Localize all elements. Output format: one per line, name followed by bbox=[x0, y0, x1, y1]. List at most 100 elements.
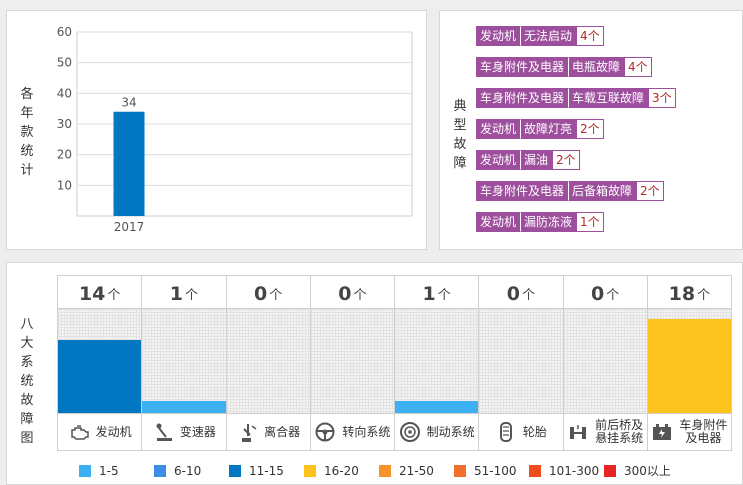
system-column[interactable]: 1 个制动系统 bbox=[395, 276, 480, 450]
system-bar-area bbox=[479, 309, 563, 413]
fault-system-tag: 车身附件及电器 bbox=[476, 181, 569, 201]
systems-chart-title: 八大系统故障图 bbox=[20, 317, 34, 446]
legend-swatch bbox=[379, 464, 391, 477]
steering-wheel-icon bbox=[315, 422, 335, 442]
system-count: 18 bbox=[668, 283, 696, 305]
fault-name-tag: 无法启动 bbox=[520, 26, 577, 46]
system-bar-area bbox=[647, 309, 731, 413]
fault-name-tag: 故障灯亮 bbox=[520, 119, 577, 139]
legend-label: 101-300 bbox=[549, 463, 600, 478]
y-tick-label: 50 bbox=[57, 56, 72, 70]
fault-count: 4个 bbox=[576, 26, 604, 46]
fault-count: 1个 bbox=[576, 212, 604, 232]
system-name: 发动机 bbox=[95, 424, 132, 439]
fault-count: 2个 bbox=[576, 119, 604, 139]
legend-swatch bbox=[154, 464, 166, 477]
year-chart-title: 各年款统计 bbox=[20, 87, 34, 178]
engine-icon bbox=[70, 425, 89, 440]
system-label-cell: 发动机 bbox=[58, 413, 142, 450]
system-count-unit: 个 bbox=[353, 288, 367, 303]
legend-label: 21-50 bbox=[399, 463, 434, 478]
system-count: 0 bbox=[338, 283, 352, 305]
fault-name-tag: 漏防冻液 bbox=[520, 212, 577, 232]
legend-item: 51-100 bbox=[454, 462, 529, 479]
system-name-line: 转向系统 bbox=[342, 424, 391, 439]
system-bar bbox=[395, 401, 479, 413]
system-column[interactable]: 0 个转向系统 bbox=[310, 276, 395, 450]
fault-name-tag: 车载互联故障 bbox=[568, 88, 649, 108]
system-count-unit: 个 bbox=[107, 288, 121, 303]
system-column[interactable]: 14 个发动机 bbox=[58, 276, 143, 450]
system-name: 前后桥及 悬挂系统 bbox=[595, 419, 643, 445]
legend-item: 1-5 bbox=[79, 462, 154, 479]
legend-label: 51-100 bbox=[474, 463, 517, 478]
gear-shift-icon bbox=[156, 423, 172, 441]
legend-label: 1-5 bbox=[99, 463, 119, 478]
fault-item[interactable]: 发动机 漏油 2个 bbox=[476, 150, 580, 170]
tire-icon bbox=[499, 422, 512, 442]
system-column[interactable]: 0 个离合器 bbox=[226, 276, 311, 450]
fault-item[interactable]: 发动机 漏防冻液 1个 bbox=[476, 212, 604, 232]
axle-icon bbox=[570, 425, 587, 439]
system-count: 0 bbox=[254, 283, 268, 305]
system-label-cell: 制动系统 bbox=[395, 413, 479, 450]
y-tick-label: 40 bbox=[57, 86, 72, 100]
x-tick-label: 2017 bbox=[114, 220, 145, 234]
system-bar-area bbox=[142, 309, 226, 413]
system-column[interactable]: 1 个变速器 bbox=[142, 276, 227, 450]
system-name: 车身附件 及电器 bbox=[679, 419, 727, 445]
y-tick-label: 60 bbox=[57, 25, 72, 39]
fault-count: 4个 bbox=[624, 57, 652, 77]
y-tick-label: 10 bbox=[57, 178, 72, 192]
system-count-cell: 14 个 bbox=[58, 276, 142, 309]
system-bar-area bbox=[563, 309, 647, 413]
fault-item[interactable]: 车身附件及电器 后备箱故障 2个 bbox=[476, 181, 664, 201]
fault-system-tag: 发动机 bbox=[476, 26, 521, 46]
system-name: 轮胎 bbox=[522, 424, 547, 439]
system-name: 制动系统 bbox=[426, 424, 475, 439]
system-bar-area bbox=[310, 309, 394, 413]
system-bar-area bbox=[58, 309, 142, 413]
system-name-line: 车身附件 bbox=[679, 418, 728, 432]
legend-item: 21-50 bbox=[379, 462, 454, 479]
system-name-line: 及电器 bbox=[685, 431, 722, 445]
system-name-line: 轮胎 bbox=[522, 424, 547, 439]
system-name-line: 制动系统 bbox=[426, 424, 475, 439]
legend-item: 300以上 bbox=[604, 462, 679, 479]
fault-item[interactable]: 发动机 无法启动 4个 bbox=[476, 26, 604, 46]
legend-swatch bbox=[604, 464, 616, 477]
legend-label: 16-20 bbox=[324, 463, 359, 478]
system-count-unit: 个 bbox=[697, 288, 711, 303]
system-name-line: 发动机 bbox=[95, 424, 132, 439]
system-column[interactable]: 0 个轮胎 bbox=[479, 276, 564, 450]
system-name-line: 前后桥及 bbox=[595, 418, 644, 432]
systems-fault-panel: 八大系统故障图 14 个发动机 1 个变速器 0 个离合器 0 个转向系统 1 个制动系统 0 个轮胎… bbox=[6, 262, 743, 485]
system-label-cell: 离合器 bbox=[226, 413, 310, 450]
legend-swatch bbox=[304, 464, 316, 477]
legend-label: 11-15 bbox=[249, 463, 284, 478]
fault-item[interactable]: 车身附件及电器 车载互联故障 3个 bbox=[476, 88, 676, 108]
fault-system-tag: 车身附件及电器 bbox=[476, 88, 569, 108]
faults-title: 典型故障 bbox=[453, 99, 467, 171]
system-column[interactable]: 0 个前后桥及 悬挂系统 bbox=[563, 276, 648, 450]
systems-grid: 14 个发动机 1 个变速器 0 个离合器 0 个转向系统 1 个制动系统 0 个轮胎 0 个前后桥及 悬挂… bbox=[57, 275, 732, 451]
system-count: 14 bbox=[78, 283, 106, 305]
y-tick-label: 20 bbox=[57, 148, 72, 162]
y-tick-label: 30 bbox=[57, 117, 72, 131]
system-column[interactable]: 18 个车身附件 及电器 bbox=[647, 276, 731, 450]
legend-swatch bbox=[79, 464, 91, 477]
fault-item[interactable]: 发动机 故障灯亮 2个 bbox=[476, 119, 604, 139]
fault-name-tag: 后备箱故障 bbox=[568, 181, 637, 201]
system-label-cell: 轮胎 bbox=[479, 413, 563, 450]
brake-disc-icon bbox=[399, 422, 420, 442]
battery-icon bbox=[653, 424, 672, 440]
system-count: 0 bbox=[506, 283, 520, 305]
fault-count: 3个 bbox=[648, 88, 676, 108]
system-bar-area bbox=[395, 309, 479, 413]
fault-item[interactable]: 车身附件及电器 电瓶故障 4个 bbox=[476, 57, 652, 77]
system-name: 变速器 bbox=[180, 425, 216, 439]
system-name: 离合器 bbox=[264, 425, 300, 439]
